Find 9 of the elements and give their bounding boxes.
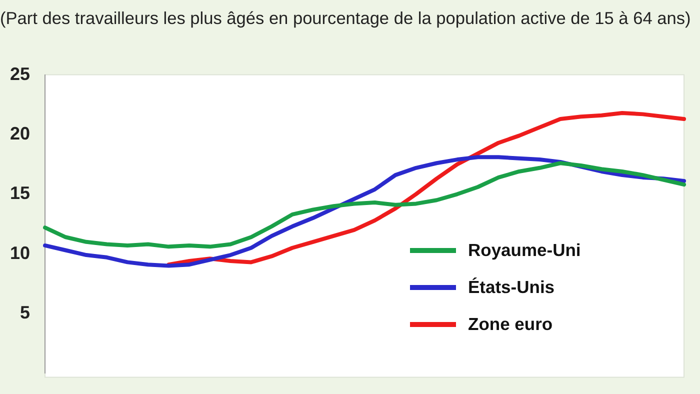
legend-label: États-Unis: [468, 277, 555, 298]
y-tick-label: 25: [10, 64, 30, 84]
y-tick-label: 20: [10, 123, 30, 144]
legend-label: Royaume-Uni: [468, 240, 581, 261]
y-tick-label: 10: [10, 242, 30, 263]
chart-subtitle: (Part des travailleurs les plus âgés en pourcentage de la population active de 15 à 64 ans): [0, 7, 692, 29]
y-tick-label: 15: [10, 183, 30, 204]
y-tick-label: 5: [20, 302, 30, 322]
legend-label: Zone euro: [468, 314, 553, 335]
